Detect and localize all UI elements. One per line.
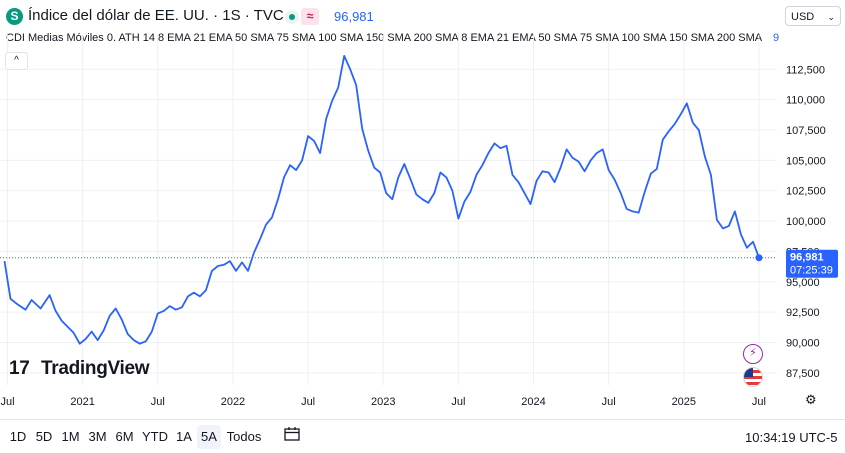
x-tick-label: Jul (752, 396, 766, 408)
calendar-icon[interactable] (283, 425, 301, 443)
clock-timezone[interactable]: 10:34:19 UTC-5 (745, 430, 838, 445)
price-axis: 87,50090,00092,50095,00097,500100,000102… (786, 64, 826, 380)
tradingview-logo[interactable]: 17 TradingView (9, 358, 150, 380)
last-price-tag-bg (786, 249, 838, 278)
market-status-icon[interactable] (285, 10, 299, 24)
currency-select[interactable]: USD ⌄ (785, 6, 841, 26)
countdown-label: 07:25:39 (790, 265, 833, 277)
last-price-dot (755, 254, 763, 262)
last-price: 96,981 (334, 9, 374, 24)
delay-badge[interactable]: ≈ (301, 8, 319, 25)
x-tick-label: Jul (602, 396, 616, 408)
period-1d[interactable]: 1D (9, 429, 27, 444)
flash-icon[interactable]: ⚡ (743, 344, 763, 364)
x-tick-label: Jul (0, 396, 14, 408)
y-tick-label: 95,000 (786, 277, 820, 289)
period-todos[interactable]: Todos (226, 429, 262, 444)
bottom-toolbar: 1D 5D 1M 3M 6M YTD 1A 5A Todos 10:34:19 … (0, 419, 845, 453)
x-tick-label: Jul (151, 396, 165, 408)
dxy-series-line (3, 55, 760, 345)
period-ytd[interactable]: YTD (142, 429, 168, 444)
y-tick-label: 87,500 (786, 368, 820, 380)
indicators-count[interactable]: 9 (773, 32, 780, 44)
period-5a[interactable]: 5A (197, 425, 221, 449)
chevron-down-icon: ⌄ (827, 12, 835, 22)
period-5d[interactable]: 5D (35, 429, 53, 444)
indicators-legend[interactable]: CDI Medias Móviles 0. ATH 14 8 EMA 21 EM… (6, 32, 763, 44)
last-price-tag: 96,981 07:25:39 (786, 249, 838, 278)
symbol-title[interactable]: Índice del dólar de EE. UU. · 1S · TVC (28, 7, 284, 24)
period-1a[interactable]: 1A (176, 429, 192, 444)
x-tick-label: Jul (301, 396, 315, 408)
currency-label: USD (791, 11, 815, 23)
y-tick-label: 92,500 (786, 307, 820, 319)
collapse-legend-button[interactable]: ^ (5, 52, 28, 70)
y-tick-label: 102,500 (786, 186, 826, 198)
tradingview-mark-icon: 17 (9, 358, 30, 379)
x-tick-label: 2023 (371, 396, 395, 408)
gear-icon[interactable]: ⚙ (805, 392, 817, 407)
y-tick-label: 107,500 (786, 125, 826, 137)
period-6m[interactable]: 6M (115, 429, 134, 444)
last-price-tag-value: 96,981 (790, 252, 824, 264)
header-bar: S Índice del dólar de EE. UU. · 1S · TVC… (0, 0, 845, 32)
price-chart[interactable]: 87,50090,00092,50095,00097,500100,000102… (0, 0, 845, 419)
y-tick-label: 100,000 (786, 216, 826, 228)
x-tick-label: Jul (451, 396, 465, 408)
x-tick-label: 2021 (70, 396, 94, 408)
symbol-logo-icon: S (6, 8, 23, 25)
x-tick-label: 2025 (672, 396, 696, 408)
x-tick-label: 2022 (221, 396, 245, 408)
y-tick-label: 110,000 (786, 95, 825, 107)
y-tick-label: 112,500 (786, 64, 825, 76)
us-flag-icon[interactable] (743, 367, 763, 387)
tradingview-logo-text: TradingView (41, 358, 150, 379)
period-3m[interactable]: 3M (88, 429, 107, 444)
chart-grid (0, 35, 777, 385)
time-axis: Jul 2021 Jul 2022 Jul 2023 Jul 2024 Jul 2025 Jul (0, 396, 766, 408)
period-1m[interactable]: 1M (61, 429, 80, 444)
x-tick-label: 2024 (521, 396, 545, 408)
y-tick-label: 90,000 (786, 338, 820, 350)
y-tick-label: 105,000 (786, 155, 826, 167)
